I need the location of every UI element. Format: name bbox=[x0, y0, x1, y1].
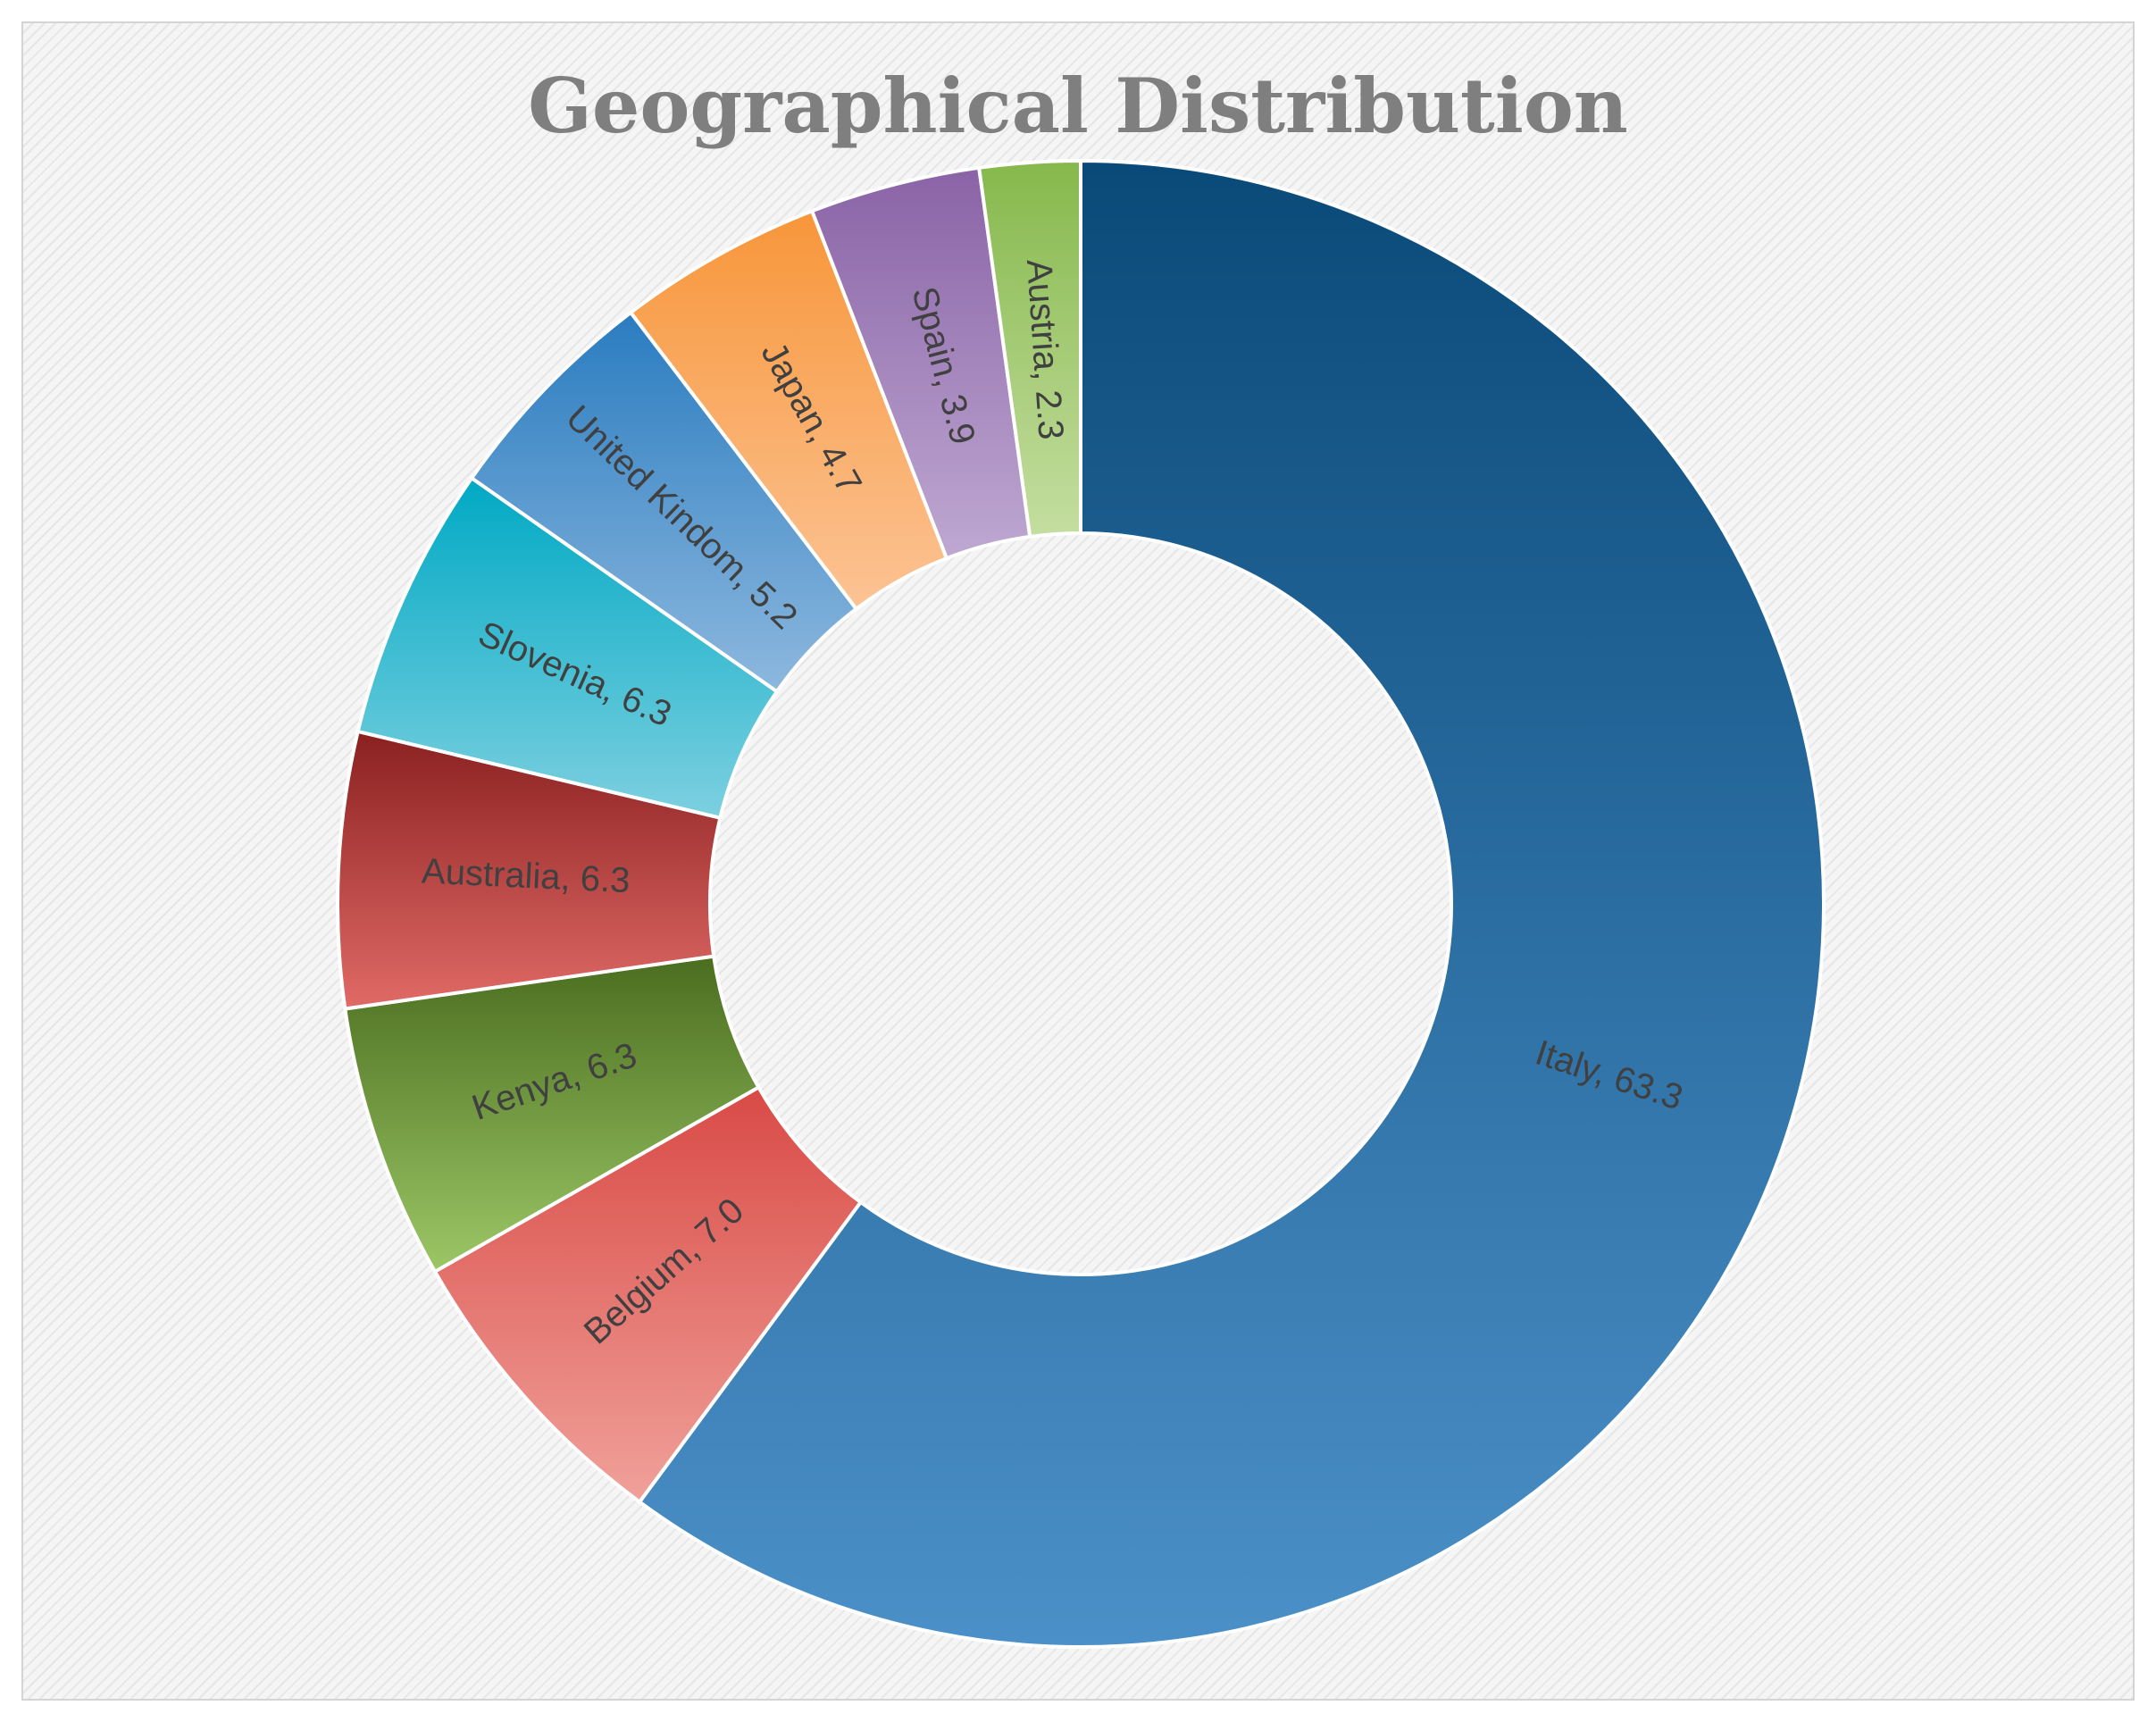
slice-italy bbox=[638, 159, 1826, 1649]
doughnut-slices bbox=[336, 159, 1826, 1649]
data-label-australia: Australia, 6.3 bbox=[421, 851, 631, 900]
chart-title: Geographical Distribution bbox=[528, 62, 1628, 150]
slice-austria bbox=[977, 159, 1082, 539]
